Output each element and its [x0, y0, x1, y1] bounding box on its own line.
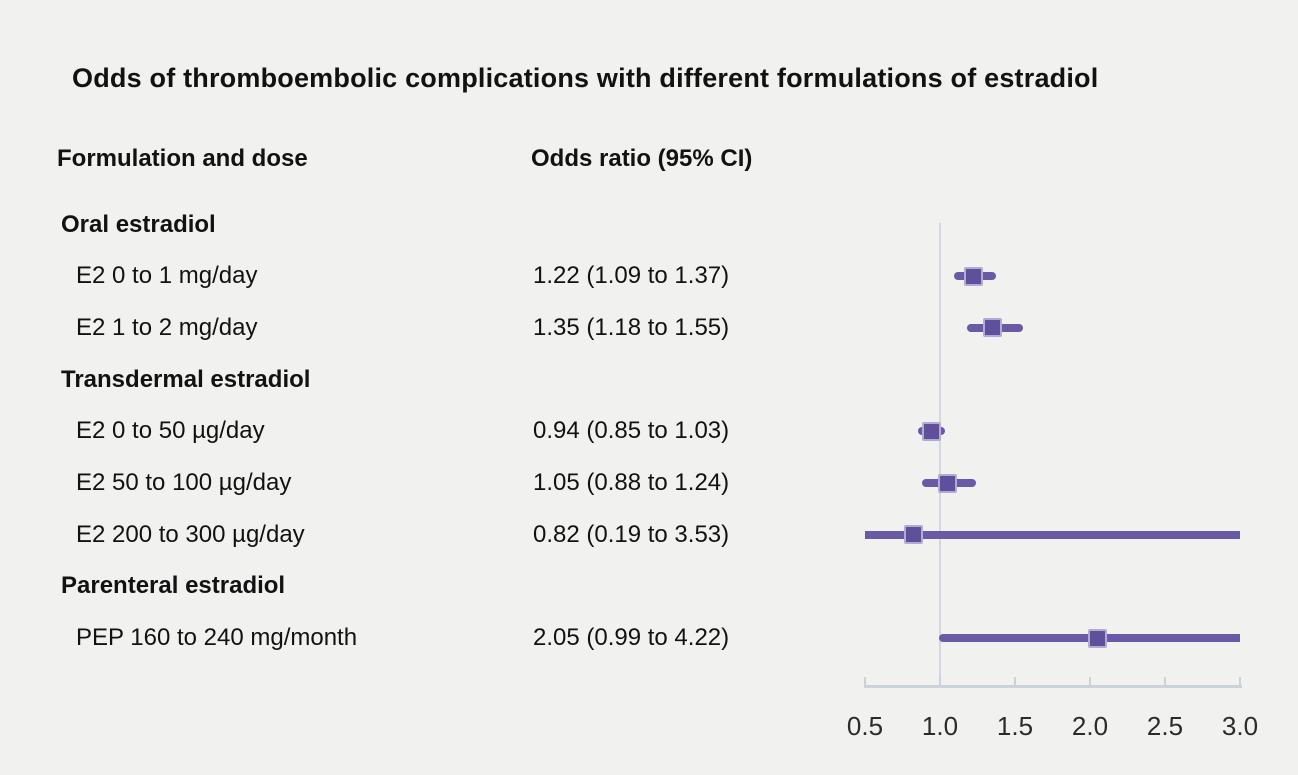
x-axis-tick-label: 2.5: [1146, 711, 1184, 741]
row-odds-ratio-value: 1.35 (1.18 to 1.55): [533, 313, 730, 341]
x-axis-tick: [1088, 677, 1092, 685]
row-item-label: PEP 160 to 240 mg/month: [76, 624, 358, 652]
point-estimate-marker: [1088, 628, 1107, 648]
x-axis-tick-label: 3.0: [1221, 711, 1259, 741]
row-odds-ratio-value: 1.05 (0.88 to 1.24): [533, 469, 730, 496]
x-axis-tick: [863, 677, 867, 685]
row-item-label: E2 0 to 50 µg/day: [76, 417, 265, 445]
column-header-formulation: Formulation and dose: [57, 145, 308, 172]
row-group-label: Oral estradiol: [61, 210, 216, 238]
x-axis-tick-label: 0.5: [846, 711, 884, 741]
row-group-label: Parenteral estradiol: [61, 572, 286, 600]
row-odds-ratio-value: 0.94 (0.85 to 1.03): [533, 417, 730, 445]
row-odds-ratio-value: 2.05 (0.99 to 4.22): [533, 624, 730, 652]
x-axis-tick-label: 1.0: [921, 711, 959, 741]
x-axis-tick: [938, 677, 942, 685]
x-axis-tick-label: 1.5: [996, 711, 1034, 741]
row-item-label: E2 50 to 100 µg/day: [76, 469, 292, 496]
point-estimate-marker: [903, 525, 923, 545]
ci-line: [865, 530, 1240, 539]
reference-line: [938, 223, 942, 687]
x-axis-tick: [1163, 677, 1167, 685]
point-estimate-marker: [983, 318, 1002, 338]
column-header-odds-ratio: Odds ratio (95% CI): [531, 145, 753, 172]
row-item-label: E2 200 to 300 µg/day: [76, 520, 305, 548]
row-odds-ratio-value: 0.82 (0.19 to 3.53): [533, 520, 730, 548]
x-axis-tick-label: 2.0: [1071, 711, 1109, 741]
x-axis-tick: [1013, 677, 1017, 685]
point-estimate-marker: [963, 266, 983, 286]
point-estimate-marker: [938, 473, 957, 493]
row-odds-ratio-value: 1.22 (1.09 to 1.37): [533, 262, 730, 290]
row-item-label: E2 0 to 1 mg/day: [76, 262, 258, 290]
chart-title: Odds of thromboembolic complications wit…: [72, 63, 1099, 93]
row-item-label: E2 1 to 2 mg/day: [76, 313, 258, 341]
x-axis-line: [863, 685, 1242, 688]
x-axis-tick: [1238, 677, 1242, 685]
point-estimate-marker: [921, 421, 941, 441]
row-group-label: Transdermal estradiol: [61, 365, 311, 393]
